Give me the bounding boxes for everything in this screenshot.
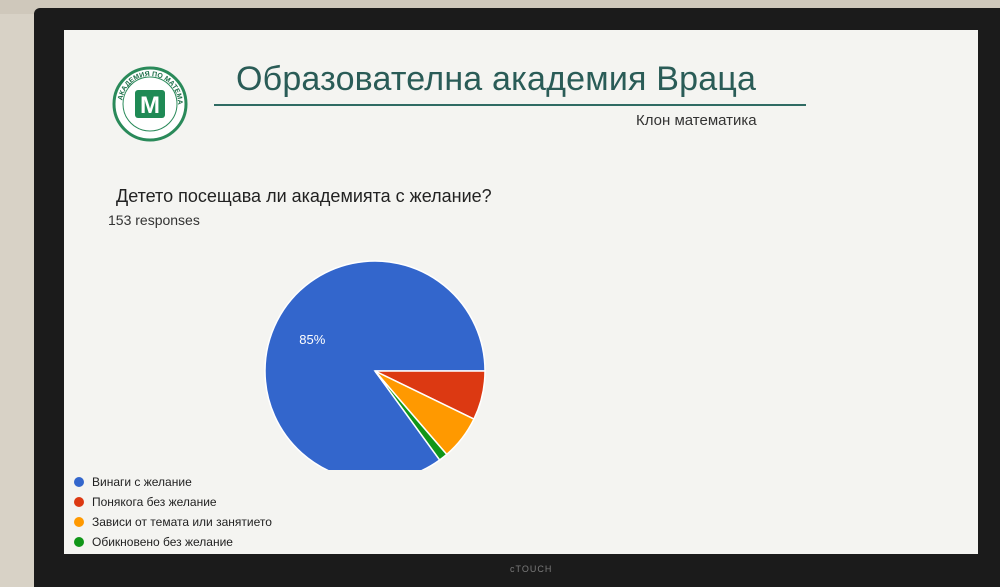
presentation-slide: АКАДЕМИЯ ПО МАТЕМАТИКА • ОБЩИНА ВРАЦА M … (64, 30, 978, 554)
legend-label: Винаги с желание (92, 475, 192, 489)
chart-legend: Винаги с желание Понякога без желание Зави… (74, 472, 272, 552)
slide-title: Образователна академия Враца (236, 60, 757, 98)
legend-color-dot (74, 517, 84, 527)
legend-item: Понякога без желание (74, 492, 272, 512)
legend-color-dot (74, 477, 84, 487)
pie-slice-4 (374, 370, 448, 462)
legend-item: Винаги с желание (74, 472, 272, 492)
legend-label: Обикновено без желание (92, 535, 233, 549)
legend-label: Зависи от темата или занятието (92, 515, 272, 529)
pie-chart: 85% (264, 260, 486, 470)
legend-label: Понякога без желание (92, 495, 217, 509)
monitor-brand-label: cTOUCH (510, 564, 553, 574)
legend-color-dot (74, 537, 84, 547)
pie-slice-1 (264, 260, 486, 470)
legend-color-dot (74, 497, 84, 507)
pie-slice-label: 85% (299, 332, 325, 347)
legend-item: Обикновено без желание (74, 532, 272, 552)
title-divider (214, 104, 806, 106)
legend-item: Зависи от темата или занятието (74, 512, 272, 532)
chart-title: Детето посещава ли академията с желание? (116, 186, 492, 206)
logo-letter: M (140, 92, 160, 119)
slide-subtitle: Клон математика (636, 112, 757, 129)
chart-response-count: 153 responses (108, 212, 200, 228)
academy-logo: АКАДЕМИЯ ПО МАТЕМАТИКА • ОБЩИНА ВРАЦА M (112, 66, 188, 142)
